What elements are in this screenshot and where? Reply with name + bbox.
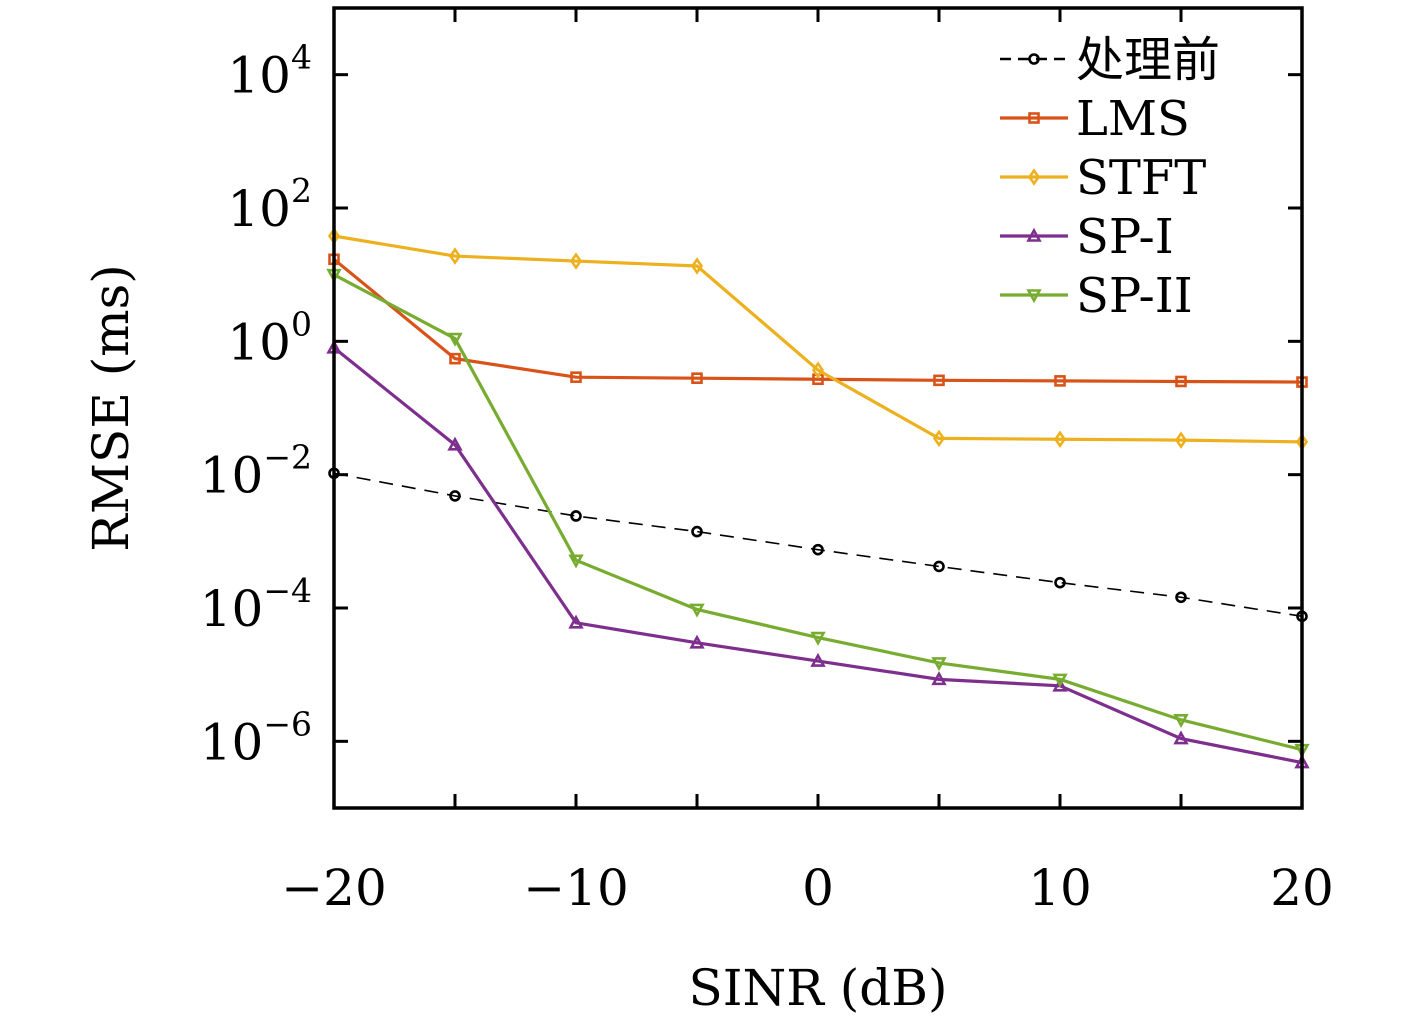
data-point [1054,375,1066,387]
legend-item: LMS [1000,91,1190,147]
legend-item: SP-II [1000,268,1193,324]
legend-item: 处理前 [1000,32,1220,88]
y-tick-label: 104 [227,38,312,105]
data-point [568,554,584,569]
x-tick-label: −20 [281,859,387,917]
x-tick-label: 20 [1270,859,1334,917]
y-tick-label: 102 [227,171,312,238]
y-axis-label: RMSE (ms) [82,264,140,552]
data-point [811,361,825,379]
legend-marker [1027,168,1041,186]
data-point [1174,431,1188,449]
data-point [933,560,945,573]
y-tick-exponent: 0 [291,304,312,343]
data-point [447,436,463,451]
data-point [1052,677,1068,692]
data-point [931,657,947,672]
series-stft [327,227,1309,451]
series-line [332,346,1303,765]
series-layer [326,227,1310,769]
x-tick-label: 0 [802,859,834,917]
legend-marker [1028,53,1040,65]
y-tick-exponent: −6 [263,704,312,743]
y-tick-label: 10−2 [200,438,312,505]
series-baseline [328,467,1308,623]
y-tick-base: 10 [200,447,264,505]
y-tick-base: 10 [200,580,264,638]
data-point [1054,576,1066,589]
legend-label: SP-II [1076,268,1193,324]
legend-label: STFT [1076,150,1206,206]
x-axis-label: SINR (dB) [688,959,947,1017]
series-sp-ii [326,268,1310,758]
y-tick-base: 10 [200,713,264,771]
data-point [933,374,945,387]
data-point [1173,730,1189,745]
y-tick-base: 10 [227,47,291,105]
y-tick-base: 10 [227,313,291,371]
data-point [932,429,946,448]
data-point [689,634,705,649]
y-tick-exponent: 4 [291,38,312,77]
data-point [1175,591,1187,604]
data-point [691,525,703,538]
x-axis: −20 −10 0 10 20 [281,8,1334,917]
series-line [333,234,1303,444]
legend-marker [1026,227,1042,242]
data-point [448,247,462,265]
series-line [332,258,1303,384]
data-point [447,332,463,347]
legend-item: SP-I [1000,209,1174,265]
data-point [568,614,584,629]
data-point [690,257,704,275]
legend-label: SP-I [1076,209,1174,265]
legend-marker [1028,112,1040,124]
y-tick-base: 10 [227,180,291,238]
data-point [812,543,824,556]
x-tick-label: 10 [1028,859,1092,917]
data-point [691,372,703,384]
series-lms [328,253,1308,388]
data-point [1173,714,1189,729]
series-line [333,273,1303,752]
data-point [449,490,461,502]
y-tick-exponent: 2 [291,171,312,210]
series-sp-i [326,339,1310,769]
data-point [570,371,582,383]
data-point [1052,673,1068,688]
y-tick-label: 100 [227,304,312,371]
legend-label: LMS [1076,91,1190,147]
data-point [1053,430,1067,449]
data-point [689,603,705,618]
x-tick-label: −10 [523,859,629,917]
y-tick-label: 10−4 [200,571,312,638]
data-point [931,671,947,686]
legend-label: 处理前 [1076,32,1220,88]
data-point [449,352,461,365]
legend-marker [1026,289,1042,304]
legend-item: STFT [1000,150,1206,206]
y-tick-exponent: −2 [263,438,312,477]
data-point [1175,375,1187,388]
y-tick-label: 10−6 [200,704,312,771]
data-point [810,652,826,667]
y-tick-exponent: −4 [263,571,312,610]
data-point [570,510,582,522]
data-point [569,252,583,270]
data-point [810,631,826,646]
